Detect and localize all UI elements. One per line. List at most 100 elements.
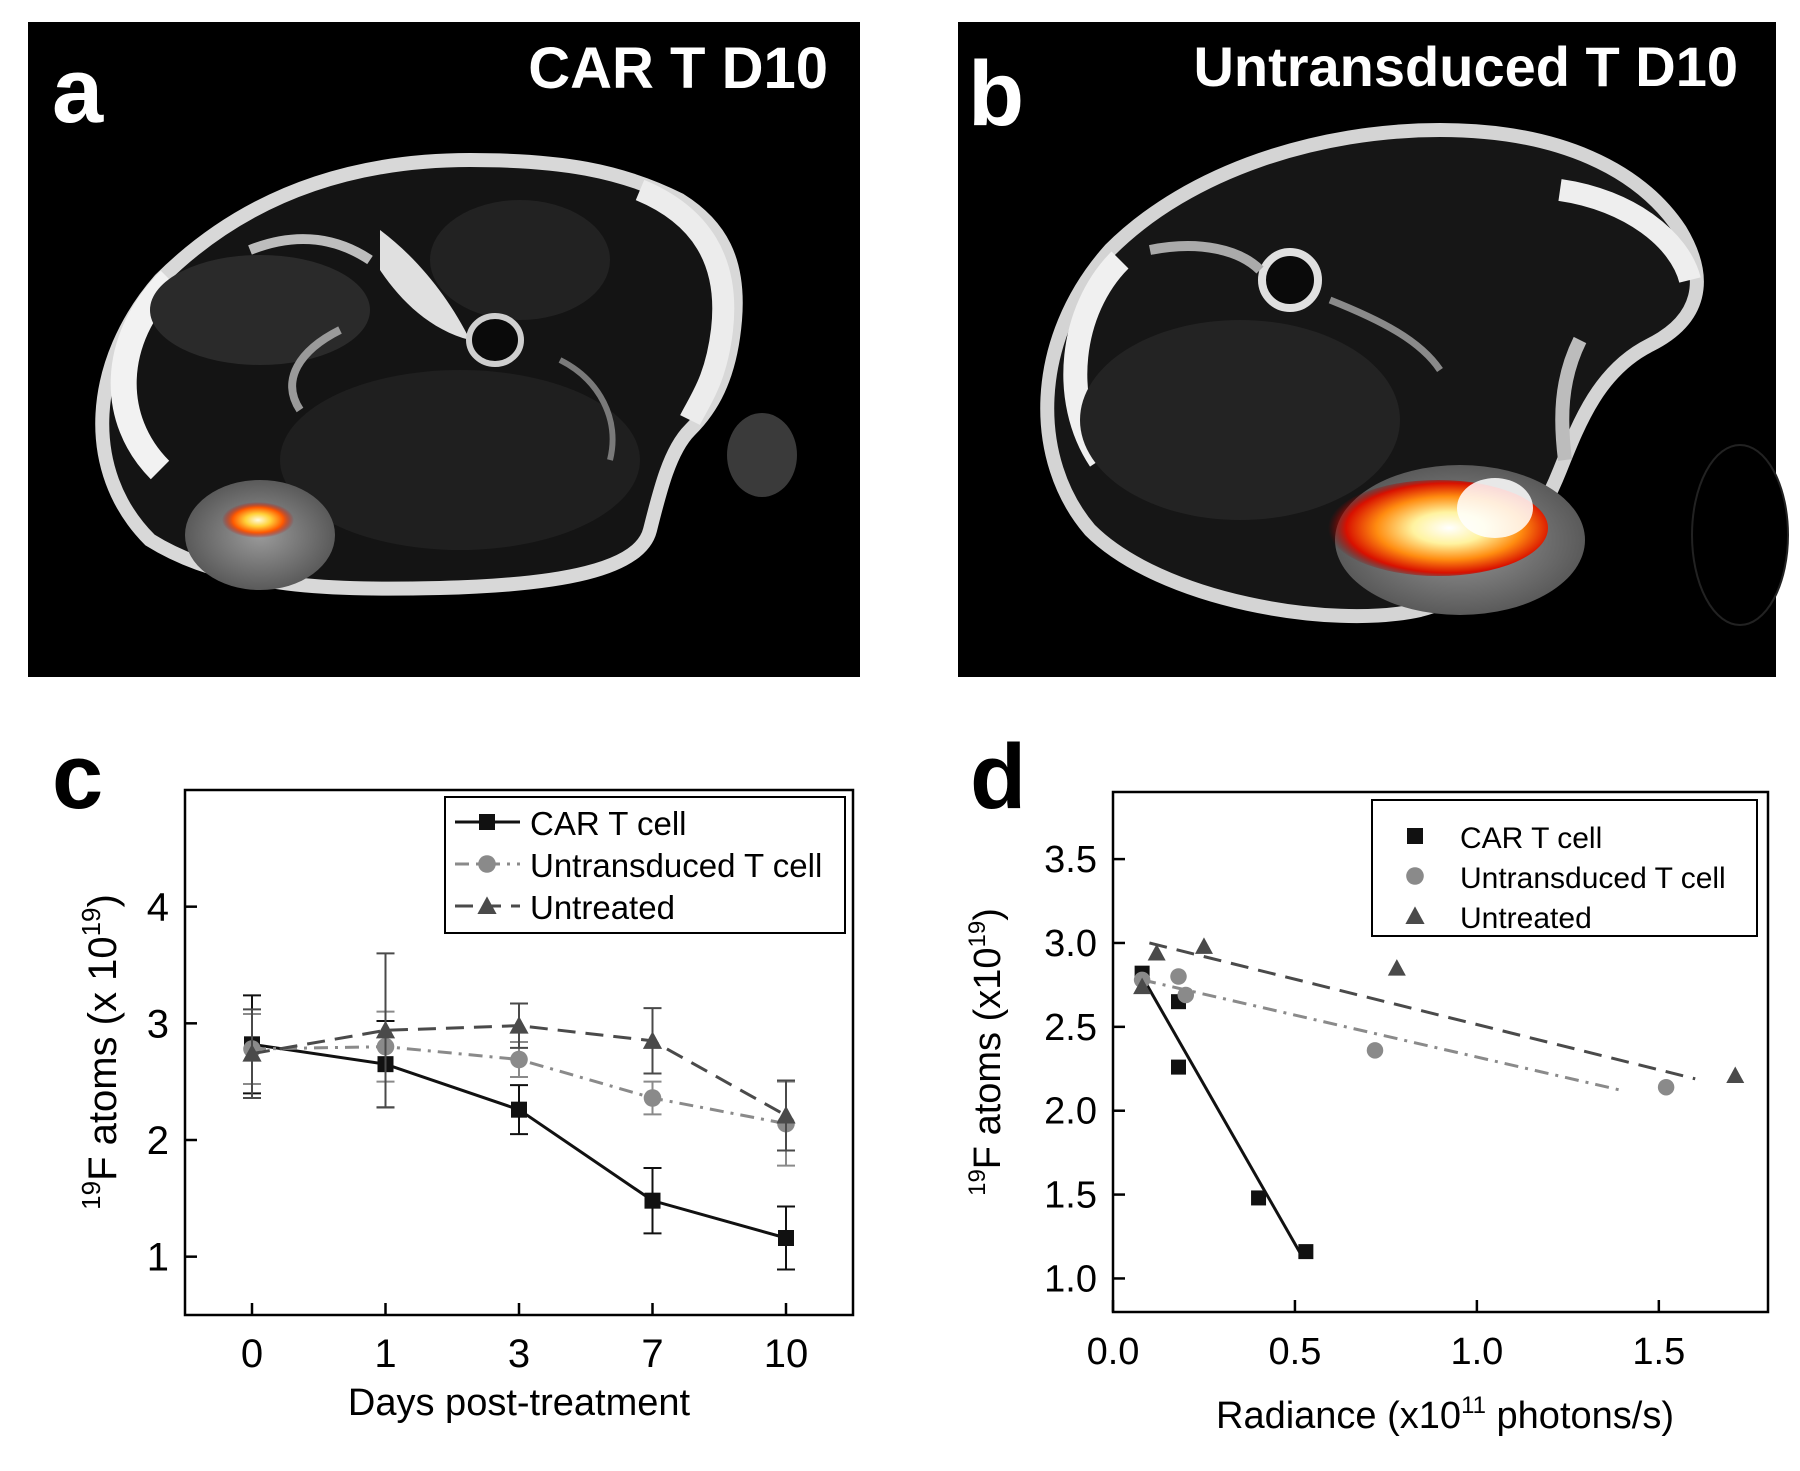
panel-d-chart: d 1.0 1.5 2.0 2.5 3.0 3.5 0.0 0.5 1.0 1.5 Radian… [964,726,1770,1437]
tissue-b-line-2 [1328,296,1443,372]
x-tick-label-c: 0 [241,1332,263,1376]
data-point-d [1170,968,1187,985]
data-point-d [1657,1078,1675,1096]
x-axis-d: 0.0 0.5 1.0 1.5 [1087,1300,1685,1373]
panel-a-title: CAR T D10 [528,36,828,101]
legend-c-items: CAR T cell Untransduced T cell Untreated [455,805,822,926]
y-axis-title-d-exp: 19 [964,921,991,948]
data-point-c [509,1016,529,1034]
legend-label-d: Untreated [1460,902,1592,935]
legend-marker-d [1407,828,1423,844]
legend-label-d: CAR T cell [1460,822,1602,855]
reference-tube-b [1691,444,1789,626]
legend-d-items: CAR T cell Untransduced T cell Untreated [1405,822,1726,935]
organ-a-2 [430,200,610,320]
fat-layer-b-flank [1555,336,1587,461]
tissue-a-line-1 [288,326,342,413]
legend-d: CAR T cell Untransduced T cell Untreated [1371,799,1758,937]
y-axis-title-d-end: ) [967,908,1009,921]
data-point-d [1194,937,1213,954]
fit-line-d [1140,975,1304,1258]
x-tick-label-d: 0.5 [1269,1331,1322,1373]
legend-c-box [444,796,846,934]
spine-highlight-a [380,230,470,340]
y-axis-c: 1 2 3 4 [147,886,197,1280]
x-tick-label-c: 10 [764,1332,809,1376]
data-point-c [644,1192,661,1209]
y-axis-d: 1.0 1.5 2.0 2.5 3.0 3.5 [1044,839,1125,1300]
series-c-triangle [242,952,796,1152]
y-axis-title-d-sup: 19 [964,1169,991,1196]
legend-label-c: Untreated [530,889,675,926]
y-tick-label-d: 2.5 [1044,1007,1097,1049]
data-point-c [242,1044,262,1062]
tissue-a-line-3 [558,357,616,461]
y-tick-label-c: 2 [147,1119,169,1163]
y-axis-title-c-end: ) [81,894,125,907]
y-tick-label-d: 3.0 [1044,923,1097,965]
data-point-d [1298,1244,1314,1260]
y-tick-label-d: 2.0 [1044,1091,1097,1133]
series-group-c [242,952,796,1271]
panel-d-letter: d [970,726,1026,828]
x-axis-c: 0 1 3 7 10 [241,1303,808,1376]
panel-c-chart: c 1 2 3 4 0 1 3 7 10 Days post-treatment 19F at… [52,726,855,1424]
fat-layer-a-right [635,179,735,426]
panel-b: b Untransduced T D10 [958,22,1789,677]
data-point-d [1366,1042,1384,1059]
y-axis-title-c: 19F atoms (x 1019) [76,894,125,1210]
panel-c-letter: c [52,726,103,828]
reference-tube-a [727,413,797,497]
x-tick-label-c: 7 [641,1332,663,1376]
vertebra-a [466,313,524,367]
panel-a: a CAR T D10 [28,22,860,677]
data-point-d [1133,977,1152,995]
legend-c: CAR T cell Untransduced T cell Untreated [444,796,846,934]
x-axis-title-d: Radiance (x1011 photons/s) [1216,1392,1674,1437]
legend-marker-d [1405,906,1425,924]
legend-marker-c [477,896,497,914]
data-point-d [1171,1059,1186,1075]
panel-a-letter: a [52,40,104,142]
data-point-c [375,1020,396,1039]
data-point-c [776,1105,796,1124]
data-point-c [643,1089,662,1107]
x-tick-label-d: 1.0 [1450,1331,1503,1373]
x-axis-title-d-end: photons/s) [1486,1395,1674,1437]
y-axis-title-c-main: F atoms (x 10 [81,936,125,1181]
y-tick-label-c: 4 [147,886,169,930]
x-tick-label-d: 0.0 [1087,1331,1140,1373]
panel-b-title: Untransduced T D10 [1193,35,1738,98]
legend-label-c: CAR T cell [530,805,687,842]
panel-b-letter: b [968,43,1024,145]
x-axis-title-d-exp: 11 [1461,1392,1486,1419]
data-point-d [1387,959,1406,976]
series-group-d [1133,937,1745,1260]
series-d-triangle [1133,937,1745,1083]
x-tick-label-c: 1 [374,1332,396,1376]
organ-a-1 [150,255,370,365]
legend-d-box [1371,799,1758,937]
data-point-d [1726,1066,1745,1083]
legend-marker-c [478,855,496,873]
vertebra-b [1258,248,1322,312]
muscle-b [1080,320,1400,520]
y-tick-label-d: 3.5 [1044,839,1097,881]
y-axis-title-d: 19F atoms (x1019) [964,908,1009,1196]
fit-line-d [1141,978,1623,1093]
x-tick-label-d: 1.5 [1632,1331,1685,1373]
y-axis-title-c-sup: 19 [76,1181,106,1210]
mri-image-a [95,152,797,596]
legend-marker-d [1406,867,1424,885]
data-point-d [1147,944,1166,961]
hot-spot-b-core [1457,478,1533,538]
y-axis-title-c-exp: 19 [76,907,106,936]
x-tick-label-c: 3 [508,1332,530,1376]
x-axis-title-c: Days post-treatment [348,1382,691,1424]
fat-layer-a-left [110,270,180,480]
data-point-c [510,1050,528,1069]
y-axis-title-d-main: F atoms (x10 [967,947,1009,1169]
fit-line-d [1149,941,1696,1081]
x-axis-title-d-main: Radiance (x10 [1216,1395,1461,1437]
